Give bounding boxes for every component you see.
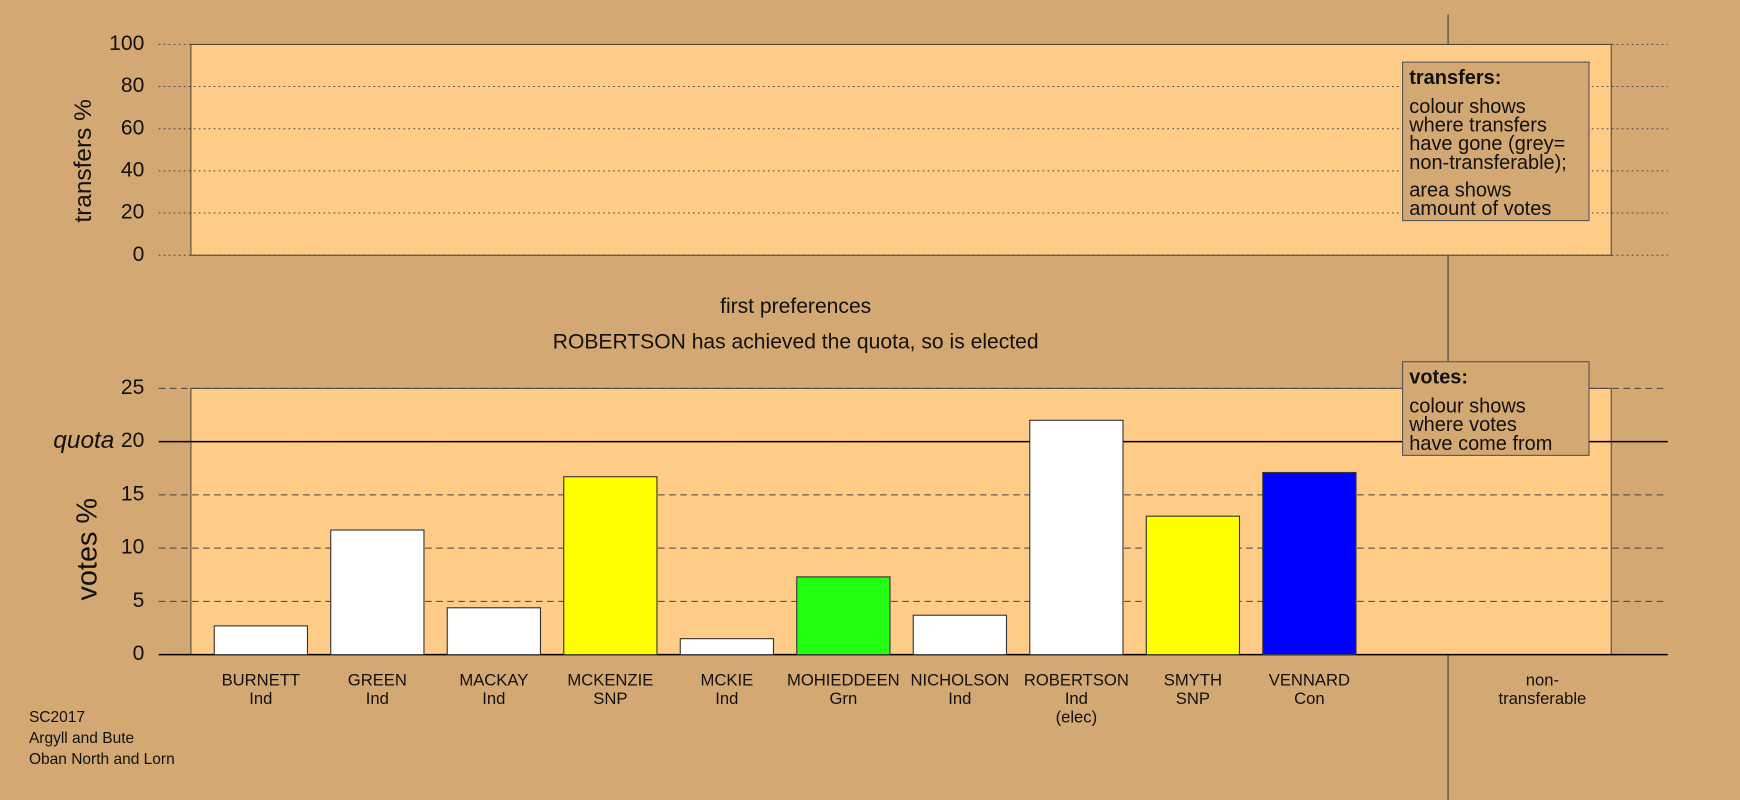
legend-text: have gone (grey= (1409, 133, 1565, 155)
x-tick-label: Ind (366, 689, 389, 708)
x-tick-label: SMYTH (1164, 671, 1222, 690)
legend-text: area shows (1409, 179, 1511, 201)
x-tick-label: BURNETT (222, 671, 301, 690)
bar (563, 476, 658, 656)
y-axis-label: transfers % (70, 99, 97, 222)
legend-text: where transfers (1408, 115, 1547, 137)
x-tick-label: SNP (1176, 689, 1210, 708)
heading: ROBERTSON has achieved the quota, so is … (553, 330, 1039, 353)
quota-label: quota (53, 427, 114, 454)
y-tick-label: 60 (121, 116, 144, 139)
bar (213, 625, 309, 656)
footer-text: SC2017 (29, 709, 85, 726)
plot-area (190, 43, 1612, 256)
y-tick-label: 5 (133, 589, 145, 612)
x-tick-label: Ind (715, 689, 738, 708)
x-tick-label: MCKENZIE (567, 671, 653, 690)
x-tick-label: NICHOLSON (910, 671, 1009, 690)
bar (912, 614, 1008, 656)
legend-text: where votes (1408, 414, 1517, 436)
y-tick-label: 20 (121, 429, 144, 452)
bar (330, 529, 425, 656)
x-tick-label: Ind (948, 689, 971, 708)
y-tick-label: 0 (133, 243, 145, 266)
y-axis-label: votes % (71, 498, 103, 601)
legend-text: colour shows (1409, 395, 1526, 417)
bar (446, 607, 542, 656)
x-tick-label: SNP (593, 689, 627, 708)
x-tick-label: (elec) (1056, 707, 1098, 726)
y-tick-label: 80 (121, 74, 144, 97)
y-tick-label: 0 (133, 642, 145, 665)
y-tick-label: 10 (121, 536, 144, 559)
legend-title: votes: (1409, 367, 1468, 389)
bar (1145, 515, 1241, 656)
x-tick-label: Ind (482, 689, 505, 708)
legend-title: transfers: (1409, 67, 1501, 89)
footer-text: Oban North and Lorn (29, 751, 175, 768)
heading: first preferences (720, 295, 871, 318)
plot-area (190, 387, 1612, 656)
bar (796, 576, 891, 656)
y-tick-label: 40 (121, 158, 144, 181)
x-tick-label: MOHIEDDEEN (787, 671, 900, 690)
x-tick-label: non- (1526, 671, 1559, 690)
y-tick-label: 15 (121, 482, 144, 505)
x-tick-label: Grn (830, 689, 858, 708)
legend-box (1402, 61, 1590, 222)
legend-text: colour shows (1409, 96, 1526, 118)
y-tick-label: 25 (121, 376, 144, 399)
bar (1029, 419, 1124, 656)
x-tick-label: transferable (1499, 689, 1587, 708)
x-tick-label: MCKIE (701, 671, 754, 690)
x-tick-label: ROBERTSON (1024, 671, 1129, 690)
legend-text: amount of votes (1409, 198, 1551, 220)
bar (1262, 471, 1357, 656)
legend-text: have come from (1409, 433, 1552, 455)
y-tick-label: 20 (121, 201, 144, 224)
footer-text: Argyll and Bute (29, 730, 134, 747)
legend-box (1402, 361, 1590, 456)
legend-text: non-transferable); (1409, 152, 1567, 174)
x-tick-label: Con (1294, 689, 1325, 708)
x-tick-label: Ind (1065, 689, 1088, 708)
x-tick-label: MACKAY (459, 671, 528, 690)
x-tick-label: VENNARD (1269, 671, 1350, 690)
bar (679, 638, 775, 656)
x-tick-label: GREEN (348, 671, 407, 690)
y-tick-label: 100 (109, 32, 144, 55)
x-tick-label: Ind (249, 689, 272, 708)
